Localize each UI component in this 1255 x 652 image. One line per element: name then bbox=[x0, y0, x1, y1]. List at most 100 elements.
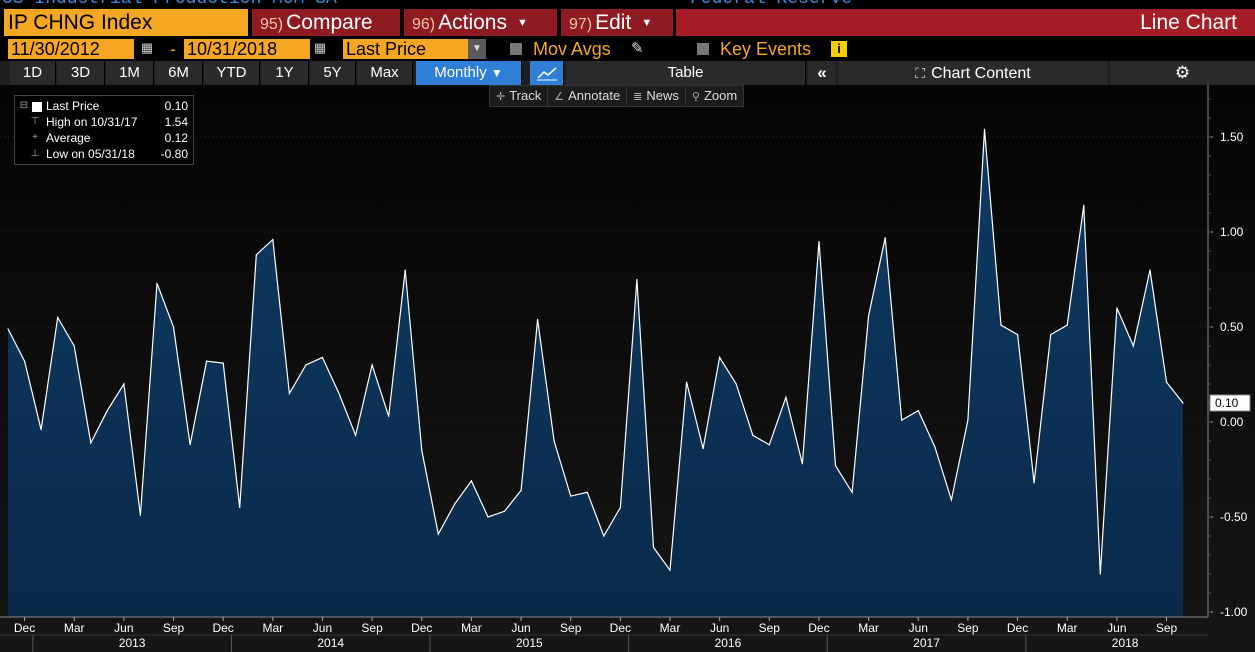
period-3d[interactable]: 3D bbox=[57, 61, 105, 85]
legend-high-value: 1.54 bbox=[164, 115, 188, 129]
line-chart[interactable]: 1.50 1.00 0.50 0.00 -0.50 -1.00 0.10 Dec Mar Jun S… bbox=[0, 85, 1255, 652]
calendar-icon[interactable]: ▦ bbox=[140, 40, 154, 55]
data-point bbox=[305, 364, 307, 366]
chart-content-icon: ⛶ bbox=[915, 65, 926, 81]
data-point bbox=[206, 360, 208, 362]
annotate-tool[interactable]: ∠ Annotate bbox=[548, 86, 628, 106]
chart-content-button[interactable]: ⛶ Chart Content bbox=[838, 61, 1108, 85]
data-point bbox=[768, 444, 770, 446]
data-point bbox=[156, 282, 158, 284]
annotate-label: Annotate bbox=[568, 88, 621, 103]
chart-area[interactable]: 1.50 1.00 0.50 0.00 -0.50 -1.00 0.10 Dec Mar Jun S… bbox=[0, 85, 1255, 652]
data-point bbox=[7, 328, 9, 330]
legend-avg-label: Average bbox=[46, 131, 91, 145]
legend-low-label: Low on 05/31/18 bbox=[46, 147, 135, 161]
ticker-input[interactable]: IP CHNG Index bbox=[4, 9, 248, 36]
zoom-tool[interactable]: ⚲ Zoom bbox=[686, 86, 743, 106]
period-1m[interactable]: 1M bbox=[106, 61, 154, 85]
period-bar: 1D 3D 1M 6M YTD 1Y 5Y Max Monthly ▼ Tabl… bbox=[0, 61, 1255, 85]
news-tool[interactable]: ≣ News bbox=[627, 86, 686, 106]
year-label: 2013 bbox=[119, 636, 146, 650]
data-point bbox=[1149, 269, 1151, 271]
data-point bbox=[586, 491, 588, 493]
collapse-icon[interactable]: ⊟ bbox=[19, 100, 29, 111]
data-point bbox=[950, 499, 952, 501]
data-point bbox=[90, 442, 92, 444]
y-tick-label: 1.50 bbox=[1220, 130, 1244, 144]
period-ytd[interactable]: YTD bbox=[204, 61, 260, 85]
average-marker-icon: + bbox=[32, 132, 38, 143]
period-1d[interactable]: 1D bbox=[10, 61, 56, 85]
data-point bbox=[106, 410, 108, 412]
collapse-icon[interactable]: « bbox=[808, 61, 836, 85]
mov-avgs-checkbox[interactable] bbox=[510, 43, 522, 55]
last-price-label: 0.10 bbox=[1215, 396, 1239, 410]
calendar-icon[interactable]: ▦ bbox=[313, 40, 327, 55]
area-fill bbox=[8, 129, 1183, 617]
end-date-field[interactable]: 10/31/2018 bbox=[184, 39, 310, 59]
x-tick-label: Jun bbox=[114, 621, 133, 635]
data-point bbox=[321, 356, 324, 358]
date-range-bar: 11/30/2012 ▦ - 10/31/2018 ▦ Last Price ▼… bbox=[0, 38, 1255, 60]
x-tick-label: Dec bbox=[610, 621, 631, 635]
data-point bbox=[669, 569, 671, 571]
table-button[interactable]: Table bbox=[566, 61, 806, 85]
chevron-down-icon: ▼ bbox=[468, 39, 486, 59]
period-max[interactable]: Max bbox=[357, 61, 413, 85]
track-tool[interactable]: ✛ Track bbox=[490, 86, 549, 106]
start-date-field[interactable]: 11/30/2012 bbox=[8, 39, 134, 59]
legend-panel: ⊟ Last Price 0.10 ⊤ High on 10/31/17 1.5… bbox=[14, 95, 194, 165]
price-field-select[interactable]: Last Price ▼ bbox=[343, 39, 486, 59]
data-point bbox=[752, 434, 754, 436]
y-tick-label: -0.50 bbox=[1220, 510, 1248, 524]
x-tick-label: Mar bbox=[461, 621, 482, 635]
track-label: Track bbox=[509, 88, 542, 103]
data-point bbox=[834, 465, 837, 467]
data-point bbox=[123, 383, 125, 385]
legend-low-value: -0.80 bbox=[160, 147, 188, 161]
actions-button[interactable]: 96) Actions ▼ bbox=[404, 9, 557, 36]
period-6m[interactable]: 6M bbox=[155, 61, 203, 85]
data-point bbox=[288, 392, 290, 395]
info-icon[interactable]: i bbox=[831, 41, 847, 57]
annotate-icon: ∠ bbox=[554, 91, 565, 103]
legend-last-label: Last Price bbox=[46, 99, 100, 113]
data-point bbox=[1050, 334, 1052, 336]
line-chart-icon[interactable] bbox=[530, 61, 564, 85]
edit-number: 97) bbox=[569, 16, 593, 33]
legend-high-row: ⊤ High on 10/31/17 1.54 bbox=[15, 114, 193, 130]
chart-content-label: Chart Content bbox=[931, 65, 1031, 82]
data-point bbox=[470, 480, 472, 482]
key-events-label[interactable]: Key Events bbox=[720, 39, 812, 59]
y-tick-label: 0.50 bbox=[1220, 320, 1244, 334]
data-point bbox=[40, 429, 42, 431]
news-icon: ≣ bbox=[633, 91, 643, 103]
edit-button[interactable]: 97) Edit ▼ bbox=[561, 9, 673, 36]
data-point bbox=[1016, 334, 1019, 336]
data-point bbox=[967, 419, 969, 421]
x-tick-label: Sep bbox=[759, 621, 781, 635]
actions-label: Actions bbox=[438, 11, 507, 34]
crosshair-icon: ✛ bbox=[496, 91, 506, 103]
news-label: News bbox=[646, 88, 679, 103]
y-tick-label: 1.00 bbox=[1220, 225, 1244, 239]
data-point bbox=[1165, 381, 1168, 383]
data-point bbox=[139, 514, 141, 516]
frequency-select[interactable]: Monthly ▼ bbox=[416, 61, 522, 85]
security-description: US Industrial Production MoM SA bbox=[2, 0, 337, 8]
key-events-checkbox[interactable] bbox=[697, 43, 709, 55]
high-marker-icon: ⊤ bbox=[30, 116, 40, 127]
data-point bbox=[917, 410, 919, 412]
compare-button[interactable]: 95) Compare bbox=[252, 9, 400, 36]
legend-avg-value: 0.12 bbox=[164, 131, 188, 145]
x-tick-label: Mar bbox=[64, 621, 85, 635]
data-point bbox=[636, 278, 638, 281]
pencil-icon[interactable]: ✎ bbox=[631, 40, 644, 57]
gear-icon[interactable]: ⚙ bbox=[1110, 61, 1255, 85]
mov-avgs-label[interactable]: Mov Avgs bbox=[533, 39, 611, 59]
actions-number: 96) bbox=[412, 16, 436, 33]
period-1y[interactable]: 1Y bbox=[261, 61, 309, 85]
period-5y[interactable]: 5Y bbox=[310, 61, 356, 85]
price-field-value: Last Price bbox=[346, 39, 427, 59]
frequency-value: Monthly bbox=[434, 64, 487, 81]
